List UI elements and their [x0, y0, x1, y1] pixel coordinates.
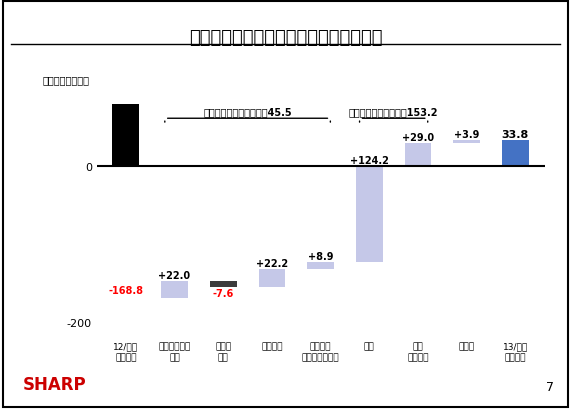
- Bar: [502, 141, 529, 167]
- Text: 33.8: 33.8: [502, 129, 529, 139]
- Bar: [307, 263, 334, 270]
- Text: +3.9: +3.9: [454, 130, 480, 140]
- Bar: [210, 281, 236, 287]
- Text: +29.0: +29.0: [402, 133, 434, 143]
- Text: デバイスビジネス：＋153.2: デバイスビジネス：＋153.2: [349, 107, 439, 117]
- Bar: [112, 36, 139, 167]
- Bar: [453, 141, 480, 144]
- Text: 7: 7: [546, 380, 554, 393]
- Bar: [405, 144, 431, 166]
- Text: -7.6: -7.6: [212, 288, 234, 298]
- Text: +124.2: +124.2: [350, 155, 389, 165]
- Text: プロダクトビジネス：＋45.5: プロダクトビジネス：＋45.5: [203, 107, 292, 117]
- Text: +8.9: +8.9: [308, 252, 333, 262]
- Bar: [356, 166, 383, 263]
- Text: SHARP: SHARP: [23, 375, 86, 393]
- Text: 部門別　営業利益増減分析（前同対比）: 部門別 営業利益増減分析（前同対比）: [189, 29, 382, 47]
- Text: +22.0: +22.0: [159, 270, 191, 280]
- Text: （単位：十億円）: （単位：十億円）: [43, 75, 90, 85]
- Text: -168.8: -168.8: [108, 285, 143, 295]
- Bar: [161, 281, 188, 298]
- Text: +22.2: +22.2: [256, 258, 288, 268]
- Bar: [259, 270, 286, 287]
